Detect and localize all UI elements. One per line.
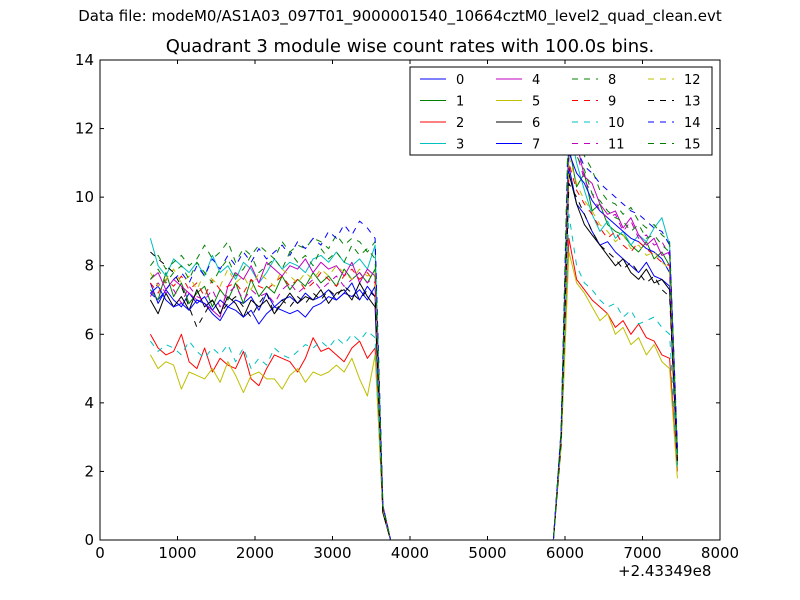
x-tick-label: 2000 — [236, 544, 274, 562]
legend-label-15: 15 — [684, 138, 701, 153]
suptitle: Data file: modeM0/AS1A03_097T01_90000015… — [78, 7, 722, 25]
x-offset-label: +2.43349e8 — [618, 562, 712, 580]
series-line-3 — [149, 124, 678, 541]
y-tick-label: 0 — [84, 531, 94, 549]
x-tick-label: 0 — [95, 544, 105, 562]
y-tick-label: 10 — [75, 188, 94, 206]
legend-box — [409, 66, 713, 156]
x-tick-label: 8000 — [701, 544, 739, 562]
legend-label-11: 11 — [608, 138, 625, 153]
series-layer — [149, 93, 678, 541]
legend-label-9: 9 — [608, 95, 616, 110]
legend-label-1: 1 — [456, 95, 464, 110]
y-tick-label: 2 — [84, 462, 94, 480]
x-tick-label: 3000 — [313, 544, 351, 562]
x-tick-label: 7000 — [623, 544, 661, 562]
legend-label-8: 8 — [608, 73, 616, 88]
series-line-1 — [149, 145, 678, 541]
series-line-2 — [149, 237, 678, 541]
legend-label-3: 3 — [456, 138, 464, 153]
x-tick-label: 5000 — [468, 544, 506, 562]
series-line-14 — [150, 121, 678, 541]
y-tick-label: 8 — [84, 257, 94, 275]
x-tick-label: 4000 — [391, 544, 429, 562]
legend-label-6: 6 — [532, 116, 540, 131]
y-tick-label: 12 — [75, 120, 94, 138]
legend-label-0: 0 — [456, 73, 464, 88]
ticks-layer: 0 1000 2000 3000 4000 5000 6000 7000 80000246810… — [75, 51, 739, 562]
series-line-15 — [149, 100, 678, 541]
chart-title: Quadrant 3 module wise count rates with … — [165, 36, 655, 57]
legend-label-14: 14 — [684, 116, 701, 131]
series-line-11 — [149, 114, 678, 541]
series-line-5 — [149, 251, 678, 541]
legend-label-5: 5 — [532, 95, 540, 110]
x-tick-label: 6000 — [546, 544, 584, 562]
x-tick-label: 1000 — [158, 544, 196, 562]
legend-label-10: 10 — [608, 116, 625, 131]
legend-label-7: 7 — [532, 138, 540, 153]
series-line-4 — [150, 141, 678, 541]
y-tick-label: 4 — [84, 394, 94, 412]
y-tick-label: 14 — [75, 51, 94, 69]
legend-label-12: 12 — [684, 73, 701, 88]
series-line-13 — [150, 182, 678, 541]
legend-label-2: 2 — [456, 116, 464, 131]
series-line-8 — [149, 93, 678, 541]
series-line-7 — [150, 152, 678, 541]
series-line-12 — [149, 155, 678, 541]
series-line-9 — [150, 162, 678, 541]
y-tick-label: 6 — [84, 325, 94, 343]
legend-label-13: 13 — [684, 95, 701, 110]
legend-label-4: 4 — [532, 73, 540, 88]
